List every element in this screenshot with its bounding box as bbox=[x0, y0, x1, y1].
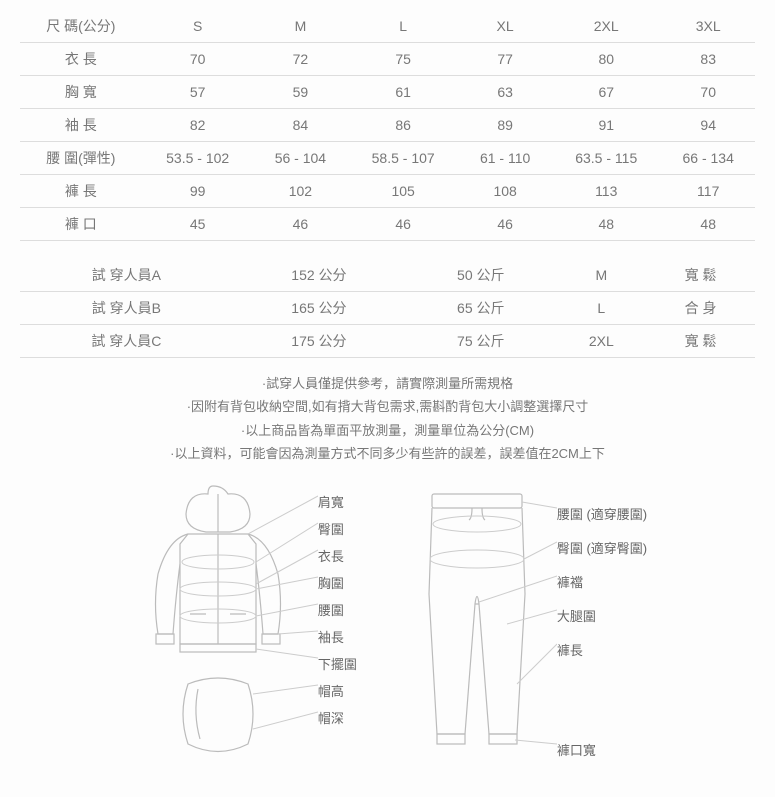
size-chart-table: 尺 碼(公分)SMLXL2XL3XL衣 長707275778083胸 寬5759… bbox=[20, 10, 755, 241]
size-chart-cell: 84 bbox=[254, 109, 348, 142]
jacket-measure-label: 袖長 bbox=[318, 627, 344, 654]
pants-measure-label: 褲襠 bbox=[557, 572, 583, 606]
note-line: ·因附有背包收納空間,如有揹大背包需求,需斟酌背包大小調整選擇尺寸 bbox=[20, 395, 755, 418]
size-chart-cell: 77 bbox=[459, 43, 551, 76]
size-chart-cell: 113 bbox=[551, 175, 661, 208]
size-chart-cell: 102 bbox=[254, 175, 348, 208]
size-chart-cell: 61 bbox=[347, 76, 459, 109]
size-chart-cell: 75 bbox=[347, 43, 459, 76]
pants-measure-label: 褲長 bbox=[557, 640, 583, 740]
jacket-measure-label: 腰圍 bbox=[318, 600, 344, 627]
size-chart-header-cell: 3XL bbox=[661, 10, 755, 43]
size-chart-cell: 56 - 104 bbox=[254, 142, 348, 175]
size-chart-cell: 58.5 - 107 bbox=[347, 142, 459, 175]
size-chart-cell: 46 bbox=[459, 208, 551, 241]
fit-table-cell: 152 公分 bbox=[233, 259, 405, 292]
size-chart-header-cell: M bbox=[254, 10, 348, 43]
size-chart-header-cell: L bbox=[347, 10, 459, 43]
fit-table-cell: 寬 鬆 bbox=[646, 325, 755, 358]
size-chart-cell: 91 bbox=[551, 109, 661, 142]
size-chart-cell: 46 bbox=[254, 208, 348, 241]
note-line: ·以上資料，可能會因為測量方式不同多少有些許的誤差，誤差值在2CM上下 bbox=[20, 442, 755, 465]
fit-table-cell: 175 公分 bbox=[233, 325, 405, 358]
size-chart-cell: 褲 口 bbox=[20, 208, 142, 241]
size-chart-cell: 46 bbox=[347, 208, 459, 241]
fit-table-cell: 65 公斤 bbox=[405, 292, 556, 325]
fit-table-cell: 2XL bbox=[556, 325, 646, 358]
size-chart-cell: 袖 長 bbox=[20, 109, 142, 142]
fit-table-cell: M bbox=[556, 259, 646, 292]
size-chart-cell: 67 bbox=[551, 76, 661, 109]
size-chart-cell: 80 bbox=[551, 43, 661, 76]
size-chart-cell: 63 bbox=[459, 76, 551, 109]
size-chart-cell: 108 bbox=[459, 175, 551, 208]
jacket-measure-label: 衣長 bbox=[318, 546, 344, 573]
fit-table-cell: 試 穿人員B bbox=[20, 292, 233, 325]
fit-table-cell: 50 公斤 bbox=[405, 259, 556, 292]
size-chart-cell: 57 bbox=[142, 76, 254, 109]
fit-table-cell: 75 公斤 bbox=[405, 325, 556, 358]
size-chart-cell: 61 - 110 bbox=[459, 142, 551, 175]
jacket-measure-label: 下擺圍 bbox=[318, 654, 357, 681]
size-chart-cell: 腰 圍(彈性) bbox=[20, 142, 142, 175]
measurement-diagrams: 肩寬臀圍衣長胸圍腰圍袖長下擺圍帽高帽深 bbox=[20, 484, 755, 787]
pants-measure-label: 腰圍 (適穿腰圍) bbox=[557, 504, 647, 538]
size-chart-cell: 53.5 - 102 bbox=[142, 142, 254, 175]
size-chart-cell: 117 bbox=[661, 175, 755, 208]
size-chart-cell: 59 bbox=[254, 76, 348, 109]
size-chart-cell: 83 bbox=[661, 43, 755, 76]
size-chart-header-cell: 2XL bbox=[551, 10, 661, 43]
pants-diagram bbox=[397, 484, 557, 764]
size-chart-cell: 99 bbox=[142, 175, 254, 208]
measurement-notes: ·試穿人員僅提供參考，請實際測量所需規格·因附有背包收納空間,如有揹大背包需求,… bbox=[20, 372, 755, 466]
size-chart-cell: 48 bbox=[661, 208, 755, 241]
size-chart-cell: 48 bbox=[551, 208, 661, 241]
fit-table-cell: 試 穿人員C bbox=[20, 325, 233, 358]
fit-table-cell: L bbox=[556, 292, 646, 325]
jacket-measure-label: 肩寬 bbox=[318, 492, 344, 519]
jacket-diagram bbox=[128, 484, 318, 764]
note-line: ·以上商品皆為單面平放測量，測量單位為公分(CM) bbox=[20, 419, 755, 442]
size-chart-header-cell: S bbox=[142, 10, 254, 43]
size-chart-header-cell: 尺 碼(公分) bbox=[20, 10, 142, 43]
size-chart-cell: 衣 長 bbox=[20, 43, 142, 76]
fit-table-cell: 試 穿人員A bbox=[20, 259, 233, 292]
size-chart-cell: 66 - 134 bbox=[661, 142, 755, 175]
note-line: ·試穿人員僅提供參考，請實際測量所需規格 bbox=[20, 372, 755, 395]
size-chart-cell: 63.5 - 115 bbox=[551, 142, 661, 175]
fit-table-cell: 165 公分 bbox=[233, 292, 405, 325]
fit-table-cell: 寬 鬆 bbox=[646, 259, 755, 292]
pants-measure-label: 大腿圍 bbox=[557, 606, 596, 640]
jacket-measure-label: 帽深 bbox=[318, 708, 344, 735]
size-chart-cell: 82 bbox=[142, 109, 254, 142]
fit-table-cell: 合 身 bbox=[646, 292, 755, 325]
size-chart-cell: 70 bbox=[142, 43, 254, 76]
jacket-measure-label: 帽高 bbox=[318, 681, 344, 708]
size-chart-cell: 86 bbox=[347, 109, 459, 142]
size-chart-cell: 94 bbox=[661, 109, 755, 142]
jacket-measure-label: 臀圍 bbox=[318, 519, 344, 546]
jacket-measure-label: 胸圍 bbox=[318, 573, 344, 600]
size-chart-cell: 70 bbox=[661, 76, 755, 109]
pants-measure-label: 褲口寬 bbox=[557, 740, 596, 767]
size-chart-header-cell: XL bbox=[459, 10, 551, 43]
size-chart-cell: 45 bbox=[142, 208, 254, 241]
size-chart-cell: 72 bbox=[254, 43, 348, 76]
size-chart-cell: 褲 長 bbox=[20, 175, 142, 208]
size-chart-cell: 89 bbox=[459, 109, 551, 142]
size-chart-cell: 105 bbox=[347, 175, 459, 208]
pants-measure-label: 臀圍 (適穿臀圍) bbox=[557, 538, 647, 572]
fit-chart-table: 試 穿人員A152 公分50 公斤M寬 鬆試 穿人員B165 公分65 公斤L合… bbox=[20, 259, 755, 358]
size-chart-cell: 胸 寬 bbox=[20, 76, 142, 109]
